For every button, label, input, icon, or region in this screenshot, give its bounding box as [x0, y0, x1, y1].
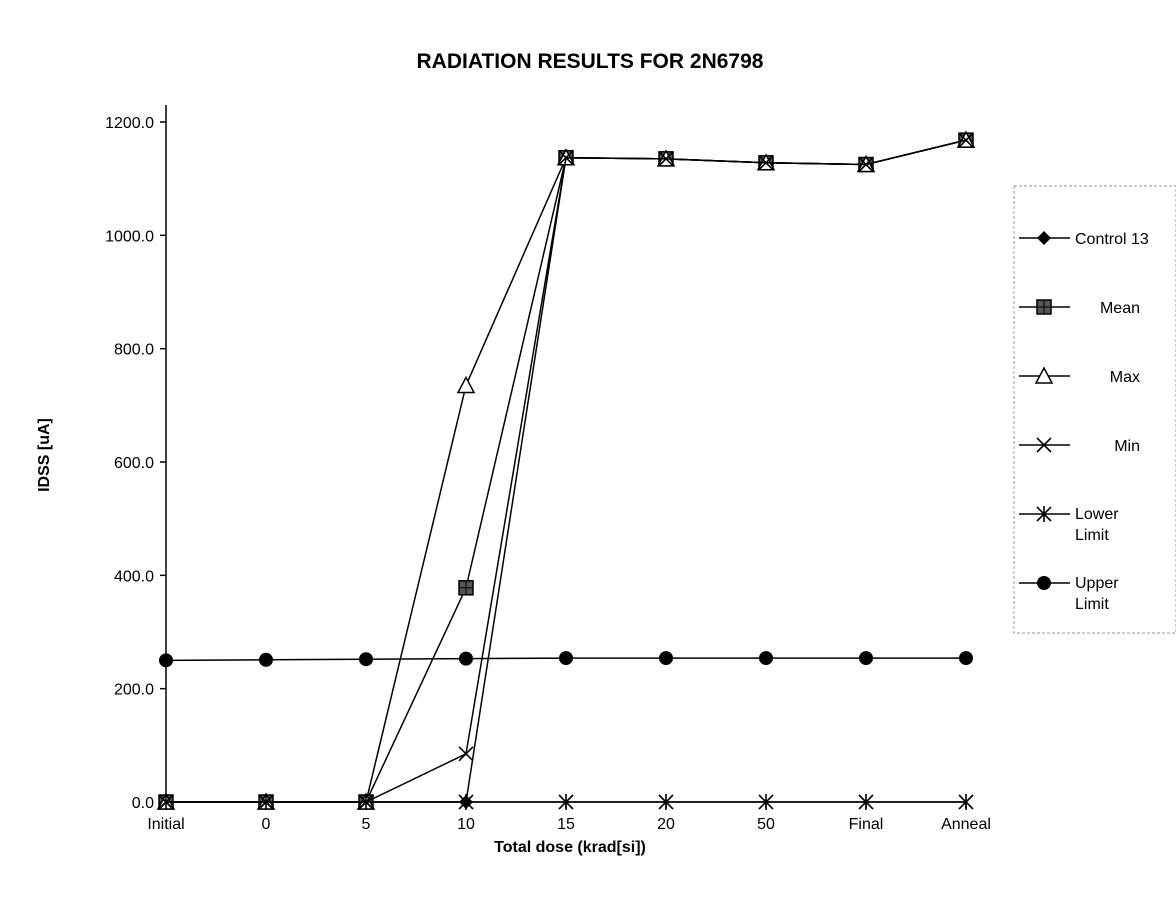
series-max: [156, 130, 976, 810]
y-tick-label: 1000.0: [105, 228, 154, 245]
series-control-13: [159, 133, 973, 809]
data-point: [456, 375, 476, 394]
y-tick-label: 200.0: [114, 682, 154, 699]
data-point: [559, 651, 573, 666]
legend-marker: [1037, 576, 1051, 590]
data-point: [959, 651, 973, 666]
legend-marker: [1036, 299, 1052, 315]
x-tick-label: Anneal: [941, 816, 991, 833]
y-tick-label: 1200.0: [105, 115, 154, 132]
series-upper-limit: [159, 651, 973, 668]
y-tick-label: 400.0: [114, 568, 154, 585]
data-point: [159, 653, 173, 668]
legend-label: Max: [1110, 369, 1140, 386]
x-tick-label: 10: [457, 816, 475, 833]
series-lower-limit: [158, 794, 974, 810]
legend: Control 13 Mean Max Min Lower Limit Upper Limit: [1013, 185, 1176, 634]
legend-item: Upper Limit: [1019, 575, 1119, 613]
data-point: [958, 132, 974, 148]
data-point: [458, 580, 474, 596]
data-point: [858, 794, 874, 810]
data-point: [558, 150, 574, 166]
series-line: [166, 139, 967, 803]
legend-marker: [1036, 437, 1052, 453]
data-point: [259, 652, 273, 667]
legend-marker: [1037, 231, 1051, 245]
series-mean: [158, 132, 974, 810]
legend-label: Min: [1114, 438, 1140, 455]
x-tick-label: 50: [757, 816, 775, 833]
data-point: [358, 794, 374, 810]
series-line: [166, 139, 967, 803]
data-point: [658, 794, 674, 810]
y-axis-label: IDSS [uA]: [36, 418, 53, 492]
data-point: [258, 794, 274, 810]
data-point: [359, 652, 373, 667]
data-point: [458, 746, 474, 762]
legend-marker: [1036, 506, 1052, 522]
legend-marker: [1034, 366, 1054, 384]
data-point: [558, 794, 574, 810]
plot-area: [156, 130, 976, 810]
legend-item: Lower Limit: [1019, 506, 1119, 544]
legend-label: Lower Limit: [1075, 506, 1119, 544]
chart-title: RADIATION RESULTS FOR 2N6798: [417, 50, 764, 73]
series-line: [166, 139, 967, 803]
data-point: [758, 794, 774, 810]
series-line: [166, 139, 967, 803]
x-tick-label: Final: [849, 816, 884, 833]
legend-box: [1013, 185, 1176, 634]
data-point: [759, 651, 773, 666]
legend-label: Upper Limit: [1075, 575, 1119, 613]
y-tick-label: 800.0: [114, 342, 154, 359]
data-point: [659, 651, 673, 666]
data-point: [858, 156, 874, 173]
x-axis-ticks: Initial 0 5 10 15 20 50 Final Anneal: [147, 802, 991, 833]
legend-item: Mean: [1019, 299, 1140, 317]
x-tick-label: Initial: [147, 816, 184, 833]
x-tick-label: 0: [262, 816, 271, 833]
x-tick-label: 15: [557, 816, 575, 833]
legend-item: Min: [1019, 437, 1140, 455]
legend-item: Control 13: [1019, 231, 1149, 248]
data-point: [859, 651, 873, 666]
y-axis-ticks: 0.0 200.0 400.0 600.0 800.0 1000.0 1200.0: [105, 115, 166, 812]
x-axis-label: Total dose (krad[si]): [494, 839, 646, 856]
y-tick-label: 0.0: [132, 795, 154, 812]
data-point: [958, 794, 974, 810]
legend-label: Control 13: [1075, 231, 1149, 248]
x-tick-label: 20: [657, 816, 675, 833]
y-tick-label: 600.0: [114, 455, 154, 472]
data-point: [658, 151, 674, 167]
data-point: [158, 794, 174, 810]
x-tick-label: 5: [362, 816, 371, 833]
data-point: [458, 794, 474, 810]
legend-label: Mean: [1100, 300, 1140, 317]
legend-item: Max: [1019, 366, 1140, 386]
series-min: [158, 132, 974, 810]
data-point: [459, 651, 473, 666]
data-point: [758, 155, 774, 171]
